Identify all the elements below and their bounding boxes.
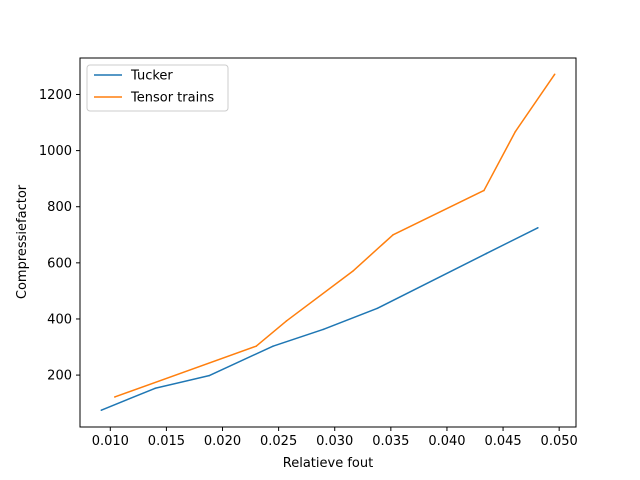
x-axis-ticks: 0.010 0.015 0.020 0.025 0.030 0.035 0.040 0.045… (92, 427, 578, 449)
x-tick-label: 0.010 (92, 434, 129, 449)
series-line-1 (114, 73, 556, 398)
x-tick-label: 0.050 (541, 434, 578, 449)
x-tick-label: 0.020 (204, 434, 241, 449)
x-tick-label: 0.025 (260, 434, 297, 449)
legend-box (86, 64, 229, 112)
series-1-point (514, 130, 517, 133)
series-0-point (537, 226, 539, 229)
series-1-point (113, 396, 116, 398)
series-layer (100, 73, 556, 411)
y-axis-ticks: 200 400 600 800 1000 1200 (39, 88, 80, 384)
x-tick-label: 0.030 (316, 434, 353, 449)
y-tick-label: 200 (47, 369, 72, 384)
series-line-0 (101, 227, 539, 411)
series-1-point (285, 320, 288, 322)
y-tick-label: 1200 (39, 88, 72, 103)
series-0-point (376, 307, 379, 310)
series-0-point (322, 328, 325, 331)
legend: Tucker Tensor trains (86, 64, 229, 112)
y-tick-label: 600 (47, 256, 72, 271)
series-1-point (392, 233, 394, 236)
x-tick-label: 0.045 (484, 434, 521, 449)
legend-label: Tensor trains (130, 91, 214, 106)
x-tick-label: 0.035 (372, 434, 409, 449)
series-0-point (485, 252, 488, 255)
series-1-point (553, 73, 556, 76)
y-tick-label: 800 (47, 200, 72, 215)
x-tick-label: 0.040 (428, 434, 465, 449)
series-1-point (255, 345, 257, 347)
series-0-point (208, 374, 210, 377)
legend-label: Tucker (130, 69, 173, 84)
series-0-point (154, 387, 156, 390)
y-axis-label: Compressiefactor (15, 184, 30, 299)
series-0-point (272, 345, 274, 347)
series-1-point (483, 189, 485, 192)
x-tick-label: 0.015 (148, 434, 185, 449)
y-tick-label: 400 (47, 312, 72, 327)
x-axis-label: Relatieve fout (283, 456, 373, 471)
plot-frame (79, 57, 577, 428)
series-0-point (100, 409, 103, 411)
y-tick-label: 1000 (39, 144, 72, 159)
series-1-point (351, 270, 354, 273)
